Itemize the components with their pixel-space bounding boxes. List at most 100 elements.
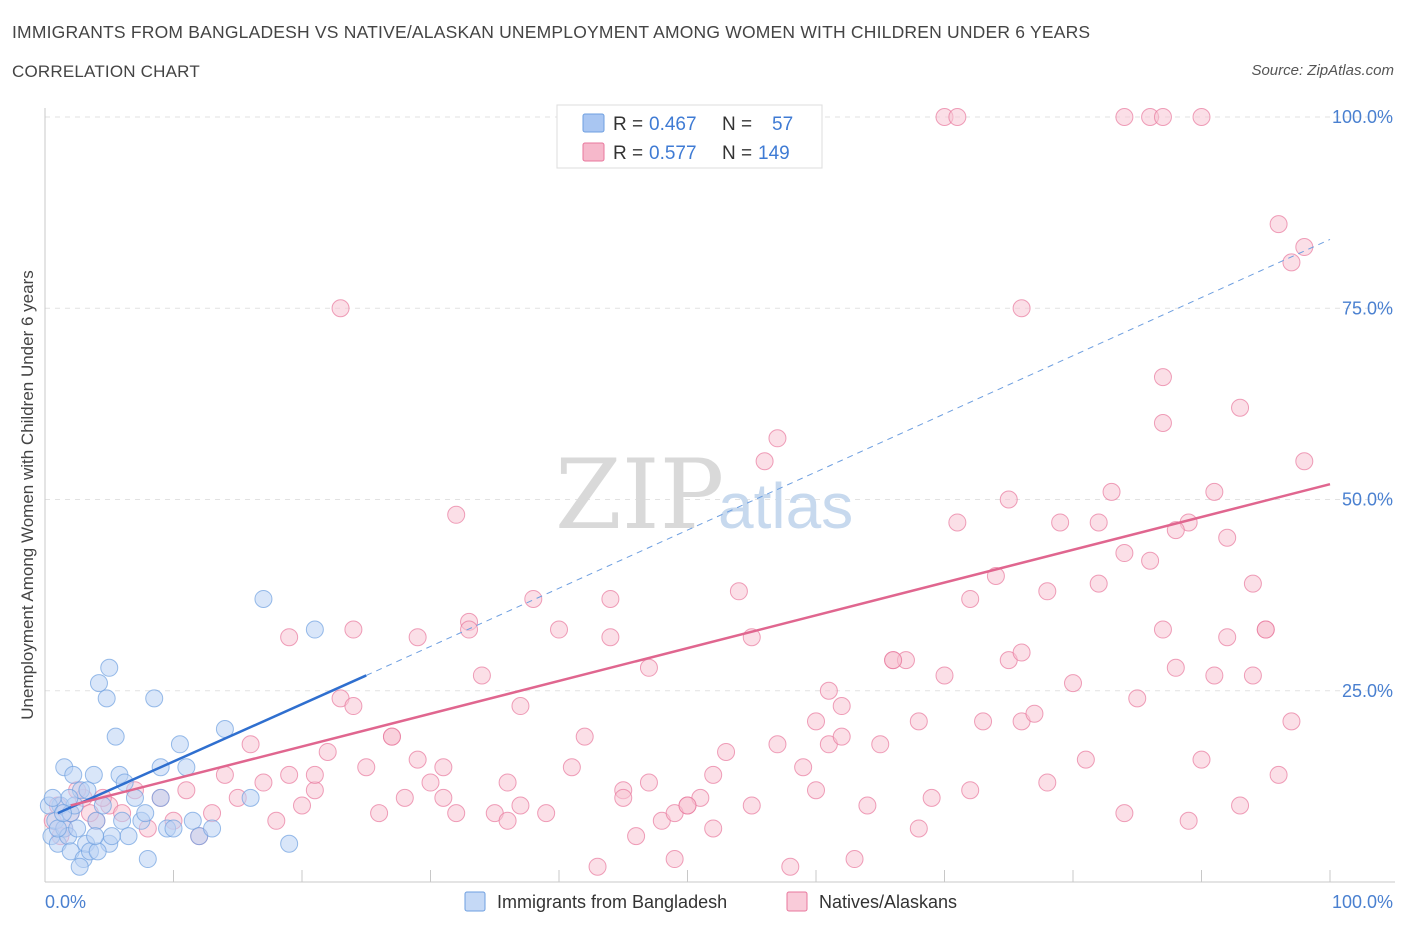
point-natives <box>254 773 273 792</box>
point-natives <box>781 857 800 876</box>
point-natives <box>562 758 581 777</box>
point-natives <box>768 735 787 754</box>
stats-r-bangladesh: 0.467 <box>649 114 697 135</box>
point-bangladesh <box>70 857 89 876</box>
trend-line-bangladesh-extension <box>366 238 1331 676</box>
point-natives <box>909 819 928 838</box>
point-bangladesh <box>164 819 183 838</box>
point-natives <box>331 299 350 318</box>
point-natives <box>511 697 530 716</box>
point-bangladesh <box>87 811 106 830</box>
point-natives <box>524 589 543 608</box>
point-natives <box>601 589 620 608</box>
point-natives <box>1295 238 1314 257</box>
point-natives <box>1115 108 1134 126</box>
point-natives <box>1256 620 1275 639</box>
point-natives <box>1243 666 1262 685</box>
point-natives <box>447 804 466 823</box>
point-bangladesh <box>119 827 138 846</box>
point-bangladesh <box>102 827 121 846</box>
point-natives <box>614 788 633 807</box>
point-natives <box>280 628 299 647</box>
point-natives <box>1192 108 1211 126</box>
point-bangladesh <box>151 788 170 807</box>
point-natives <box>305 781 324 800</box>
point-natives <box>768 429 787 448</box>
stats-r-label-natives: R = <box>613 143 643 164</box>
point-bangladesh <box>145 689 164 708</box>
point-natives <box>807 712 825 731</box>
point-natives <box>1051 513 1070 532</box>
point-natives <box>344 697 363 716</box>
point-natives <box>1231 398 1250 417</box>
point-natives <box>1141 551 1160 570</box>
point-natives <box>639 658 658 677</box>
point-bangladesh <box>88 842 107 861</box>
point-natives <box>807 781 825 800</box>
y-tick-label: 75.0% <box>1342 298 1393 318</box>
point-natives <box>1128 689 1147 708</box>
point-natives <box>1243 574 1262 593</box>
point-natives <box>1115 804 1134 823</box>
point-natives <box>1115 544 1134 563</box>
point-natives <box>588 857 607 876</box>
stats-n-label-bangladesh: N = <box>722 114 752 135</box>
chart-title: IMMIGRANTS FROM BANGLADESH VS NATIVE/ALA… <box>12 22 1091 42</box>
point-natives <box>704 819 723 838</box>
x-axis-ticks <box>173 870 1331 882</box>
point-natives <box>421 773 440 792</box>
point-natives <box>999 490 1018 509</box>
point-natives <box>704 765 723 784</box>
point-natives <box>1166 658 1185 677</box>
legend-label-bangladesh: Immigrants from Bangladesh <box>497 892 727 912</box>
point-natives <box>1269 765 1288 784</box>
point-natives <box>1025 704 1044 723</box>
stats-r-label-bangladesh: R = <box>613 114 643 135</box>
point-natives <box>1231 796 1250 815</box>
grid-lines <box>45 116 1395 692</box>
legend: Immigrants from Bangladesh Natives/Alask… <box>464 891 957 912</box>
point-bangladesh <box>280 834 299 853</box>
point-natives <box>948 108 967 126</box>
point-natives <box>729 582 748 601</box>
point-natives <box>318 742 337 761</box>
point-bangladesh <box>305 620 324 639</box>
point-natives <box>344 620 363 639</box>
stats-swatch-bangladesh <box>582 113 605 133</box>
point-natives <box>408 628 427 647</box>
y-tick-label: 25.0% <box>1342 681 1393 701</box>
point-bangladesh <box>68 819 87 838</box>
point-natives <box>845 850 864 869</box>
series-natives-points <box>43 108 1314 876</box>
point-natives <box>408 750 427 769</box>
point-natives <box>819 681 838 700</box>
point-natives <box>550 620 568 639</box>
point-bangladesh <box>183 811 202 830</box>
point-natives <box>1076 750 1095 769</box>
point-natives <box>961 589 980 608</box>
point-natives <box>1064 674 1082 693</box>
watermark-atlas: atlas <box>718 470 853 542</box>
point-natives <box>382 727 401 746</box>
point-natives <box>909 712 928 731</box>
point-natives <box>511 796 530 815</box>
stats-n-bangladesh: 57 <box>772 114 793 135</box>
point-natives <box>305 765 324 784</box>
point-bangladesh <box>97 689 116 708</box>
point-natives <box>1153 414 1172 432</box>
point-natives <box>537 804 556 823</box>
point-natives <box>498 811 517 830</box>
point-natives <box>1205 666 1224 685</box>
point-natives <box>755 452 774 471</box>
legend-swatch-bangladesh <box>464 891 486 912</box>
point-natives <box>794 758 813 777</box>
point-natives <box>871 735 890 754</box>
stats-r-natives: 0.577 <box>649 143 697 164</box>
point-natives <box>241 735 260 754</box>
point-bangladesh <box>48 819 67 838</box>
point-natives <box>1282 712 1301 731</box>
trend-line-bangladesh <box>57 674 367 815</box>
stats-swatch-natives <box>582 142 605 162</box>
point-natives <box>1153 620 1172 639</box>
point-natives <box>1012 643 1031 662</box>
